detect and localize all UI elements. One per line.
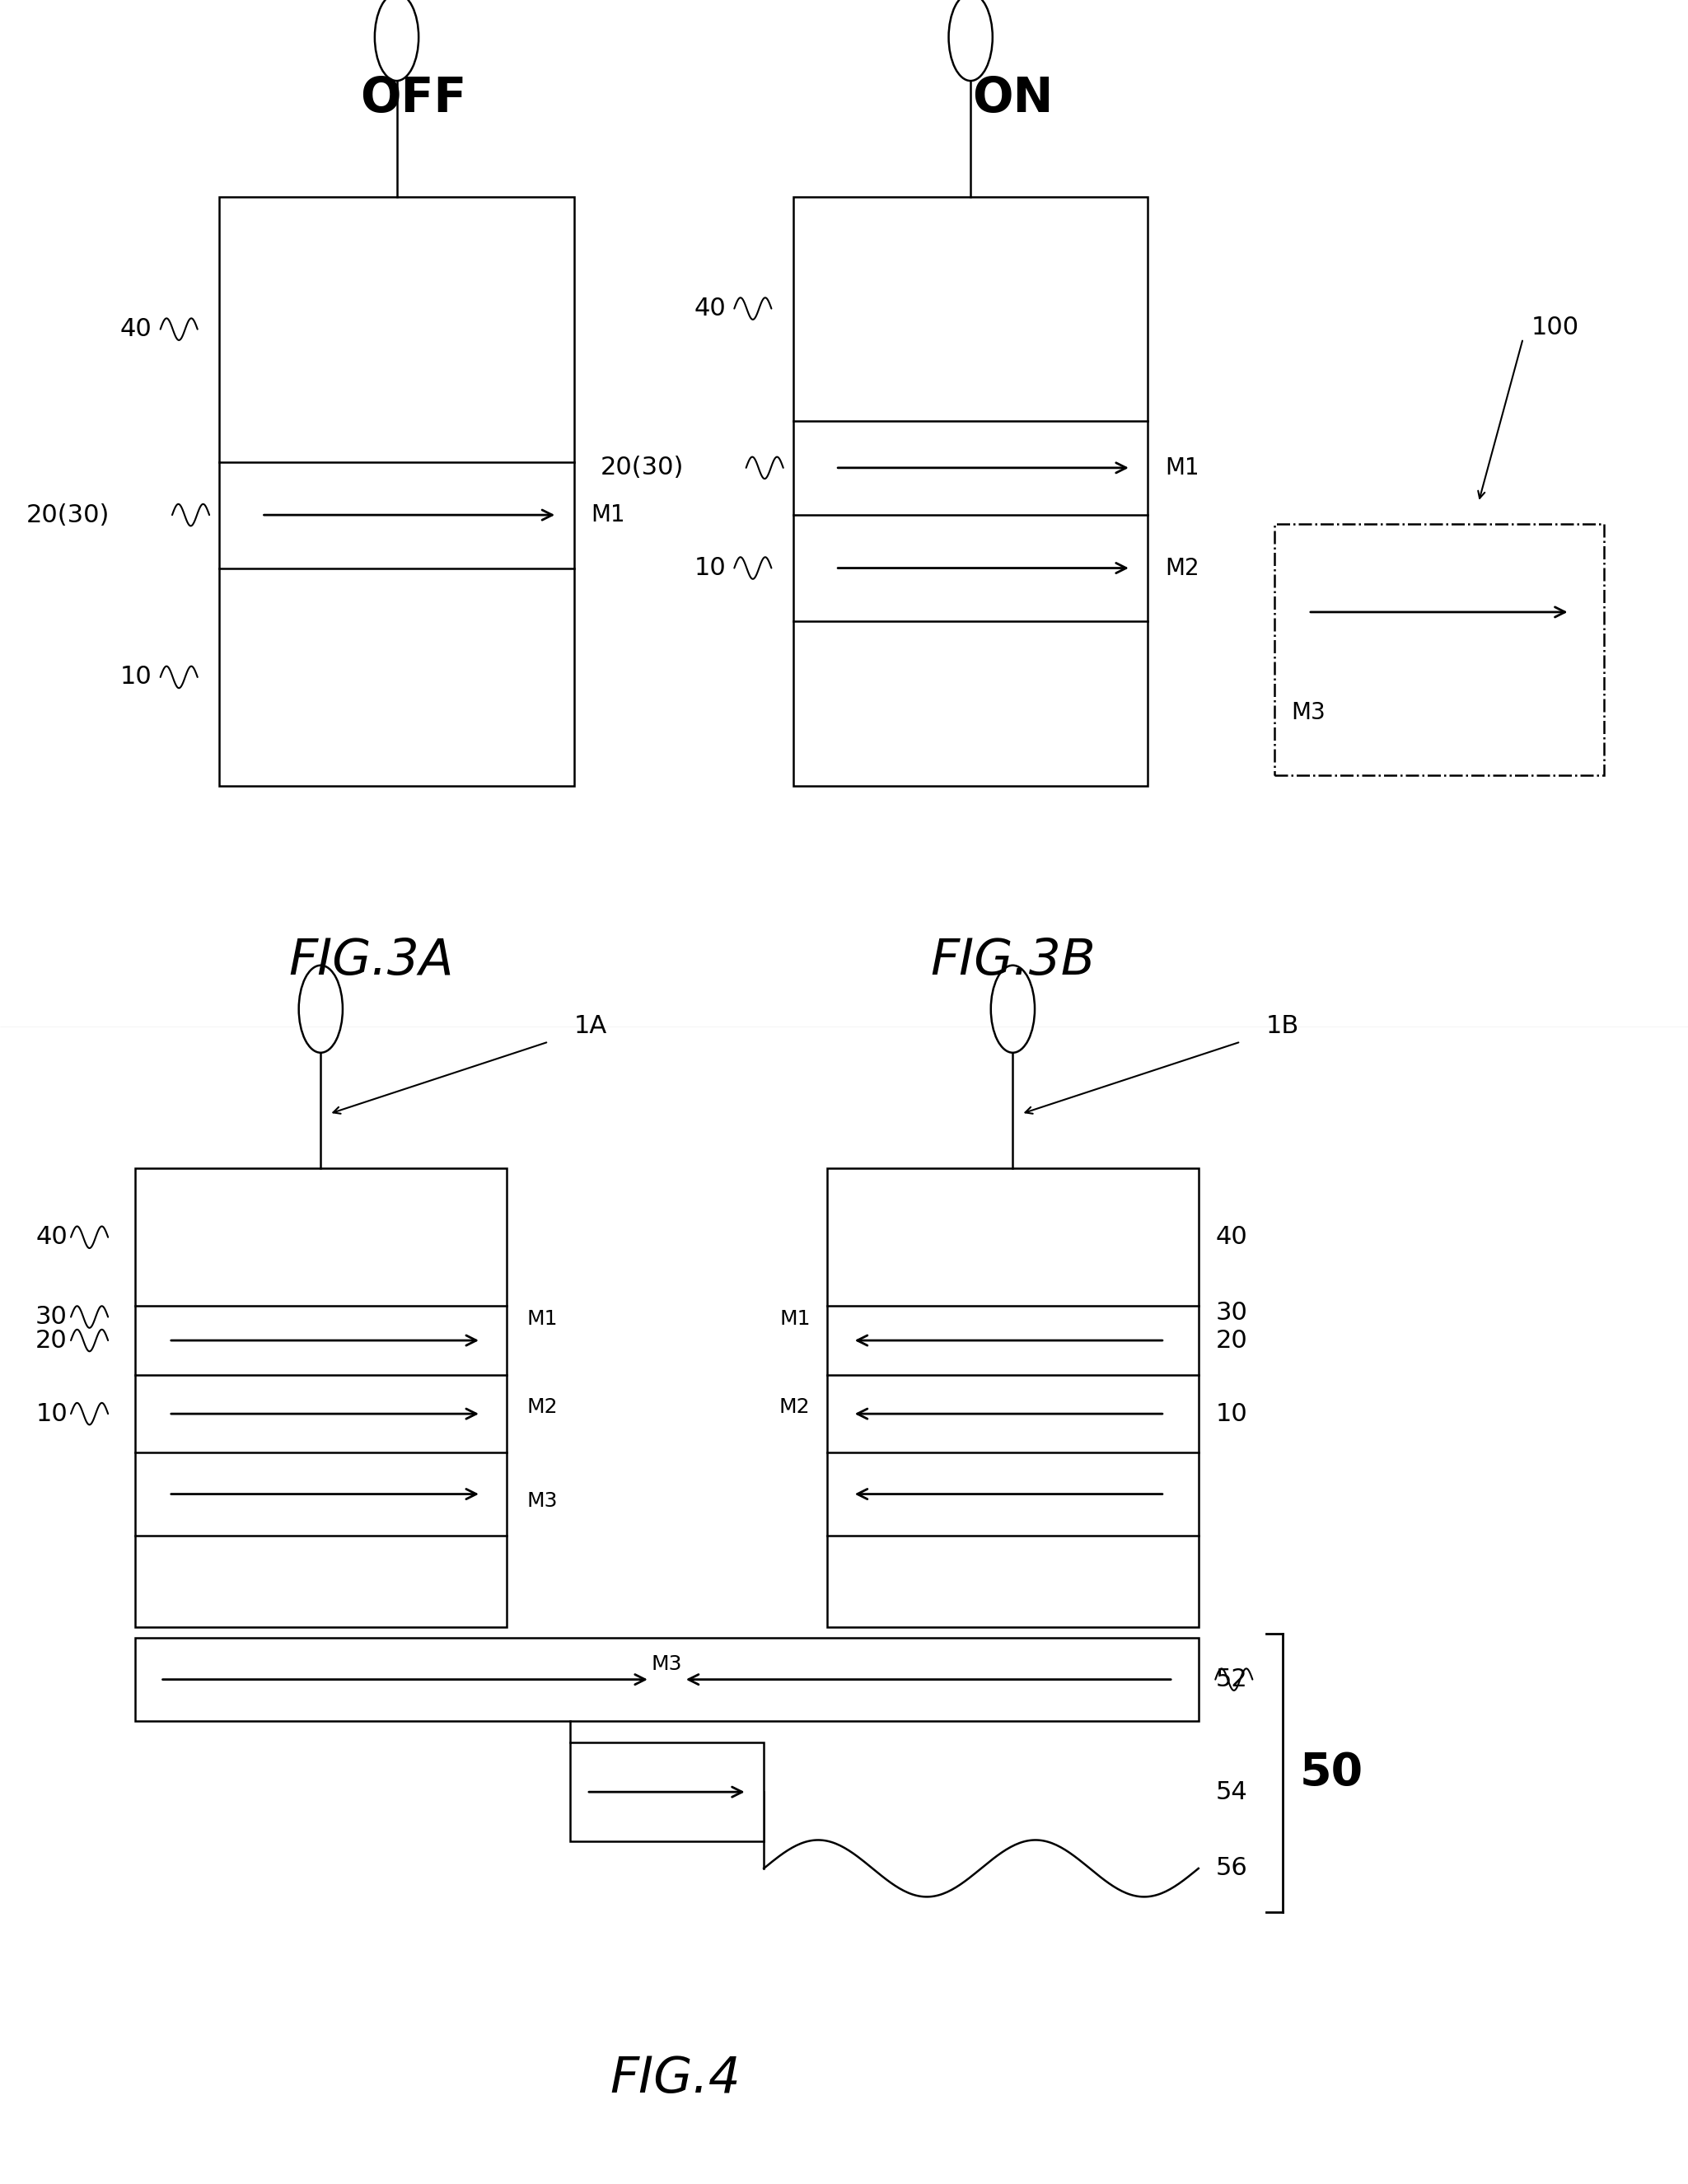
Bar [135,1168,506,1627]
Text: 1B: 1B [1266,1016,1300,1037]
Bar [793,197,1148,786]
Text: 30: 30 [35,1306,68,1328]
Text: 20(30): 20(30) [601,456,684,480]
Text: M3: M3 [527,1492,557,1511]
Text: M3: M3 [652,1653,682,1675]
Text: M2: M2 [527,1398,557,1417]
Text: ON: ON [972,74,1053,122]
Text: 50: 50 [1300,1752,1364,1795]
Text: M1: M1 [591,505,625,526]
Text: M1: M1 [527,1308,557,1328]
Bar [569,1743,763,1841]
Text: M2: M2 [1165,557,1198,579]
Bar [135,1638,1198,1721]
Bar [827,1168,1198,1627]
Text: 20: 20 [1215,1328,1247,1352]
Text: 30: 30 [1215,1302,1247,1324]
Text: 10: 10 [120,666,152,690]
Text: 1A: 1A [574,1016,608,1037]
Bar [1274,524,1604,775]
Text: 40: 40 [1215,1225,1247,1249]
Text: 10: 10 [35,1402,68,1426]
Text: 56: 56 [1215,1856,1247,1880]
Text: 54: 54 [1215,1780,1247,1804]
Text: 40: 40 [35,1225,68,1249]
Text: 52: 52 [1215,1669,1247,1690]
Text: M3: M3 [1291,701,1325,725]
Text: FIG.3A: FIG.3A [289,937,454,985]
Text: OFF: OFF [360,74,468,122]
Text: 100: 100 [1531,317,1580,339]
Text: M1: M1 [780,1308,810,1328]
Text: M1: M1 [1165,456,1198,478]
Text: 20(30): 20(30) [27,502,110,526]
Text: 10: 10 [694,557,726,581]
Text: 20: 20 [35,1328,68,1352]
Bar [219,197,574,786]
Text: FIG.4: FIG.4 [609,2055,741,2103]
Text: 10: 10 [1215,1402,1247,1426]
Text: M2: M2 [780,1398,810,1417]
Text: 40: 40 [694,297,726,321]
Text: FIG.3B: FIG.3B [930,937,1096,985]
Text: 40: 40 [120,317,152,341]
